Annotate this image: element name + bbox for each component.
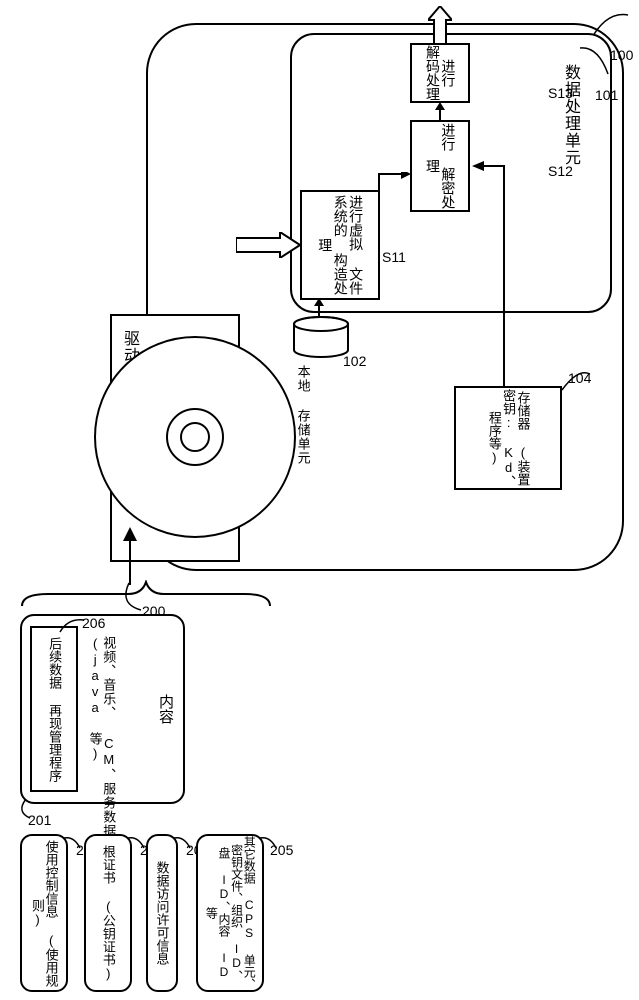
step-s13-box: 进行 解码处理 [410,43,470,103]
step-s13-ref: S13 [548,85,573,101]
step-s11-box: 进行虚拟 文件系统的 构造处理 [300,190,380,300]
step-s11-ref: S11 [382,249,406,265]
ref-205: 205 [270,842,293,858]
arrow-driver-to-s11 [236,232,300,258]
ref-201: 201 [28,812,51,828]
step-s13-text: 进行 解码处理 [425,45,456,101]
content-204-text: 数据访问许可信息 [153,861,172,965]
arrow-s13-out [428,6,452,44]
step-s12-box: 进行 解密处理 [410,120,470,212]
storage-box: 存储器 (装置密钥: Kd、 程序等) [454,386,562,490]
content-203-text: 根证书 (公钥证书) [101,845,115,981]
content-204-box: 数据访问许可信息 [146,834,178,992]
ref-101: 101 [595,87,618,103]
ref-206: 206 [82,615,105,631]
arrow-localstore-s11 [313,298,325,318]
arrow-storage-s12 [470,160,506,388]
local-store-cylinder [292,316,350,358]
content-203-box: 根证书 (公钥证书) [84,834,132,992]
arrow-s11-s12 [377,172,413,212]
arrow-s12-s13 [434,102,446,122]
content-202-text: 使用控制信息 (使用规则) [30,836,57,990]
ref-104-leader [560,366,594,392]
disc [92,334,298,540]
content-205-box: 其它数据 CPS 单元、 密钥文件、组织 ID、 盘 ID、内容 ID 等 [196,834,264,992]
step-s11-text: 进行虚拟 文件系统的 构造处理 [317,192,363,298]
content-206-text: 后续数据 再现管理程序 [47,637,61,782]
step-s12-text: 进行 解密处理 [425,122,456,210]
disc-content-brace [18,580,274,608]
storage-text: 存储器 (装置密钥: Kd、 程序等) [487,388,530,488]
content-201-heading: 内容 [155,694,176,724]
ref-101-leader [578,44,618,86]
local-store-label: 本地 存储单元 [296,365,310,465]
content-202-box: 使用控制信息 (使用规则) [20,834,68,992]
content-206-box: 后续数据 再现管理程序 [30,626,78,792]
step-s12-ref: S12 [548,163,573,179]
arrow-to-disc [115,527,145,585]
content-205-text: 其它数据 CPS 单元、 密钥文件、组织 ID、 盘 ID、内容 ID 等 [205,836,255,990]
ref-102: 102 [343,353,366,369]
